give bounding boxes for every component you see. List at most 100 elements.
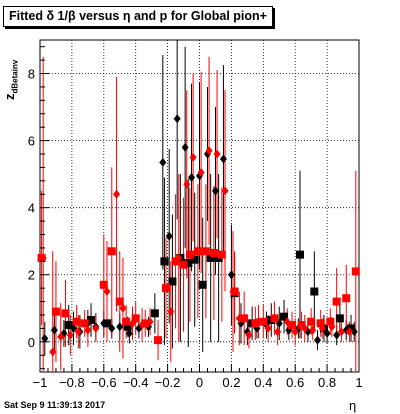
axes: −1 −0.8 −0.6 −0.4 −0.2 0 0.2 0.4 0.6 0.8 1 0 2 4 6 8 (28, 46, 363, 390)
y-tick-label: 2 (28, 268, 35, 283)
x-tick-label: 0.4 (254, 375, 272, 390)
data-point-square (335, 314, 344, 323)
data-point-square (131, 314, 140, 323)
data-point-diamond (125, 328, 133, 338)
data-point-diamond (333, 330, 341, 340)
data-point-diamond (213, 149, 221, 159)
x-tick-label: −0.6 (91, 375, 117, 390)
data-point-diamond (309, 325, 317, 335)
data-point-diamond (183, 179, 191, 189)
data-markers (37, 114, 360, 357)
data-point-diamond (291, 327, 299, 337)
data-point-diamond (337, 327, 345, 337)
data-point-square (160, 257, 169, 266)
data-point-square (193, 247, 202, 256)
data-point-diamond (181, 142, 189, 152)
data-point-diamond (119, 303, 127, 313)
data-point-square (326, 317, 335, 326)
data-point-square (102, 319, 111, 328)
x-tick-label: 0.6 (286, 375, 304, 390)
data-point-square (61, 309, 70, 318)
data-point-diamond (92, 323, 100, 333)
data-point-diamond (205, 146, 213, 156)
data-point-square (171, 257, 180, 266)
data-point-diamond (49, 347, 57, 357)
data-point-diamond (274, 327, 282, 337)
data-point-square (270, 314, 279, 323)
y-tick-label: 6 (28, 134, 35, 149)
data-point-square (87, 316, 96, 325)
x-tick-label: 1 (355, 375, 362, 390)
data-point-square (332, 297, 341, 306)
data-point-diamond (103, 287, 111, 297)
x-tick-label: 0 (196, 375, 203, 390)
data-point-square (179, 260, 188, 269)
data-point-square (150, 309, 159, 318)
data-point-square (168, 277, 177, 286)
data-point-square (80, 319, 89, 328)
x-tick-label: −0.8 (59, 375, 85, 390)
data-point-diamond (165, 231, 173, 241)
data-point-square (297, 321, 306, 330)
chart-title: Fitted δ 1/β versus η and p for Global p… (3, 6, 273, 27)
x-tick-label: 0.8 (318, 375, 336, 390)
data-point-square (316, 319, 325, 328)
data-point-square (107, 247, 116, 256)
data-point-diamond (167, 307, 175, 317)
data-point-square (190, 255, 199, 264)
timestamp: Sat Sep 9 11:39:13 2017 (4, 400, 106, 410)
data-point-square (206, 253, 215, 262)
data-point-diamond (219, 154, 227, 164)
data-point-square (141, 319, 150, 328)
data-point-square (72, 317, 81, 326)
data-point-square (347, 324, 356, 333)
data-point-diamond (74, 327, 82, 337)
data-point-square (201, 247, 210, 256)
data-point-diamond (345, 327, 353, 337)
data-point-diamond (41, 333, 49, 343)
data-point-diamond (189, 152, 197, 162)
x-tick-label: −0.4 (123, 375, 149, 390)
data-point-square (295, 250, 304, 259)
data-point-square (162, 284, 171, 293)
data-point-square (99, 280, 108, 289)
data-point-diamond (264, 323, 272, 333)
data-point-diamond (221, 186, 229, 196)
data-point-square (123, 322, 132, 331)
data-point-diamond (84, 325, 92, 335)
x-tick-label: −0.2 (155, 375, 181, 390)
data-point-diamond (227, 270, 235, 280)
data-point-square (64, 321, 73, 330)
data-point-square (342, 294, 351, 303)
data-point-diamond (211, 186, 219, 196)
data-point-diamond (173, 114, 181, 124)
data-point-square (288, 321, 297, 330)
data-point-square (115, 297, 124, 306)
data-point-diamond (197, 167, 205, 177)
data-point-diamond (245, 330, 253, 340)
data-point-square (51, 307, 60, 316)
data-point-square (122, 317, 131, 326)
x-axis-label: η (349, 398, 357, 413)
data-point-diamond (50, 325, 58, 335)
data-point-diamond (314, 335, 322, 345)
data-point-square (217, 250, 226, 259)
data-point-square (251, 319, 260, 328)
x-tick-label: 0.2 (222, 375, 240, 390)
data-point-diamond (66, 330, 74, 340)
data-point-square (209, 248, 218, 257)
y-axis-label-main: z (2, 93, 17, 101)
data-point-square (240, 314, 249, 323)
data-point-diamond (113, 189, 121, 199)
data-point-square (351, 267, 360, 276)
data-point-diamond (57, 332, 65, 342)
data-point-square (185, 250, 194, 259)
data-point-diamond (159, 157, 167, 167)
x-tick-label: −1 (33, 375, 48, 390)
y-tick-label: 4 (28, 201, 35, 216)
y-tick-label: 0 (28, 335, 35, 350)
y-tick-label: 8 (28, 67, 35, 82)
data-point-square (310, 287, 319, 296)
data-point-diamond (116, 322, 124, 332)
